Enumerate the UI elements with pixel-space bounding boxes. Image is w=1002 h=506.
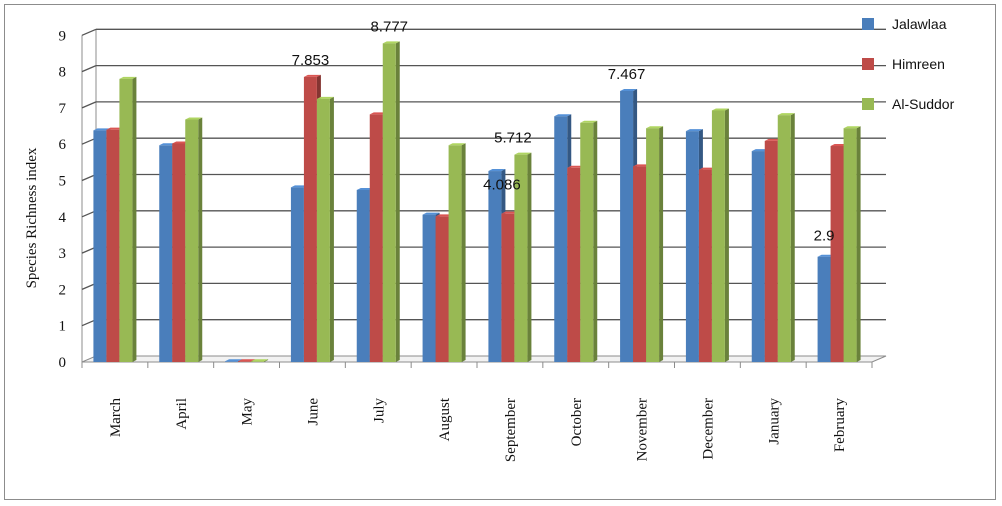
y-tick-label: 0 [59,355,67,371]
y-tick-label: 4 [59,210,67,226]
y-axis-label: Species Richness index [24,147,40,288]
bar-al-suddor-january [777,113,795,362]
gridline-side [81,101,97,109]
x-tick-label-november: November [635,398,651,461]
data-label-8-777: 8.777 [370,18,408,35]
x-tick-label-june: June [305,398,321,426]
bar-al-suddor-july [382,41,400,363]
y-tick-label: 6 [59,137,67,153]
bar-al-suddor-november [646,126,664,362]
data-label-5-712: 5.712 [494,130,532,147]
y-tick-label: 1 [59,319,67,335]
x-tick-label-april: April [174,398,190,430]
x-tick-label-august: August [437,397,453,441]
x-tick-label-may: May [240,398,256,426]
bar-al-suddor-june [316,96,334,362]
gridline-side [81,65,97,73]
legend-label-al-suddor: Al-Suddor [892,96,955,112]
data-label-7-853: 7.853 [292,52,330,69]
legend-label-jalawlaa: Jalawlaa [892,16,947,32]
bar-al-suddor-september [514,152,532,362]
legend-swatch-himreen [862,58,874,70]
legend-swatch-al-suddor [862,98,874,110]
x-tick-label-december: December [700,398,716,460]
bar-al-suddor-april [185,117,203,363]
x-tick-label-january: January [766,398,782,445]
bar-al-suddor-february [843,126,861,362]
x-tick-label-february: February [832,398,848,453]
x-tick-label-september: September [503,398,519,462]
bar-al-suddor-august [448,143,466,362]
y-tick-label: 7 [59,101,67,117]
y-tick-label: 2 [59,282,67,298]
x-tick-label-july: July [371,398,387,424]
x-tick-label-october: October [569,398,585,446]
legend-label-himreen: Himreen [892,56,945,72]
y-tick-label: 3 [59,246,67,262]
bar-al-suddor-march [119,76,137,363]
gridline-side [81,28,97,36]
bar-al-suddor-october [580,120,598,363]
y-tick-label: 5 [59,174,67,190]
data-label-7-467: 7.467 [608,66,646,83]
data-label-2-9: 2.9 [814,228,835,245]
legend-swatch-jalawlaa [862,18,874,30]
y-tick-label: 9 [59,28,67,44]
bar-al-suddor-may [251,359,269,362]
x-tick-label-march: March [108,398,124,438]
bar-al-suddor-december [711,108,729,362]
y-tick-label: 8 [59,65,67,81]
data-label-4-086: 4.086 [483,177,521,194]
